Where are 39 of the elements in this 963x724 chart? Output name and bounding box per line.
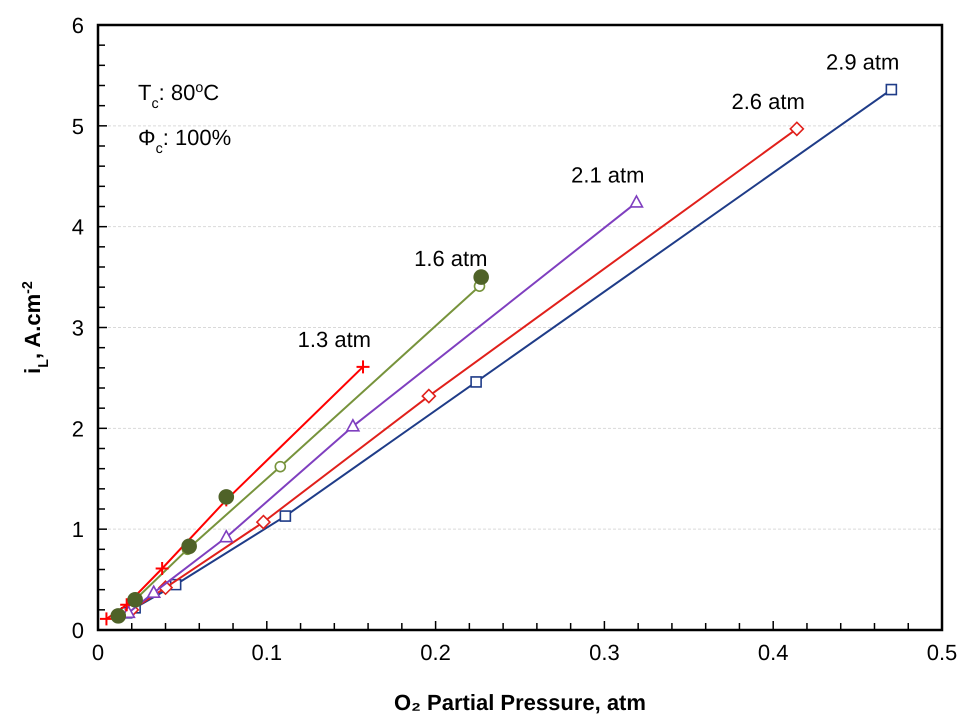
point — [219, 530, 234, 543]
y-tick-label: 6 — [72, 13, 84, 38]
y-tick-label: 4 — [72, 214, 84, 240]
point — [110, 608, 126, 624]
point — [630, 195, 644, 208]
y-tick-label: 3 — [72, 316, 84, 340]
point — [280, 510, 292, 522]
point — [790, 122, 804, 136]
x-tick-label: 0.4 — [758, 640, 788, 665]
y-tick-label: 2 — [72, 416, 84, 442]
y-tick-label: 5 — [72, 114, 84, 139]
point — [256, 514, 271, 530]
point — [218, 489, 234, 505]
x-tick-label: 0 — [92, 640, 104, 665]
point — [422, 388, 436, 404]
point — [356, 359, 371, 374]
point — [154, 560, 170, 576]
series-label: 2.6 atm — [731, 88, 805, 114]
annotation: Φ$_{c}$: 100% — [138, 125, 232, 157]
series-label: 2.1 atm — [571, 162, 644, 188]
point — [274, 460, 286, 472]
x-axis-title: O₂ Partial Pressure, atm — [394, 690, 646, 715]
series-label: 1.3 atm — [298, 326, 372, 352]
x-tick-label: 0.2 — [420, 640, 451, 665]
point — [146, 585, 161, 598]
x-tick-label: 0.5 — [926, 640, 958, 665]
point — [470, 376, 482, 388]
point — [98, 611, 114, 626]
point — [473, 269, 489, 285]
series-label: 2.9 atm — [826, 50, 900, 75]
point — [181, 538, 197, 554]
y-tick-label: 0 — [72, 618, 84, 643]
y-tick-label: 1 — [72, 517, 84, 542]
point — [346, 419, 360, 432]
x-tick-label: 0.1 — [252, 640, 282, 665]
x-tick-label: 0.3 — [589, 640, 620, 665]
series-label: 1.6 atm — [414, 246, 488, 272]
annotation: T$_{c}$: 80$^{o}$C — [138, 80, 220, 112]
point — [886, 84, 898, 96]
